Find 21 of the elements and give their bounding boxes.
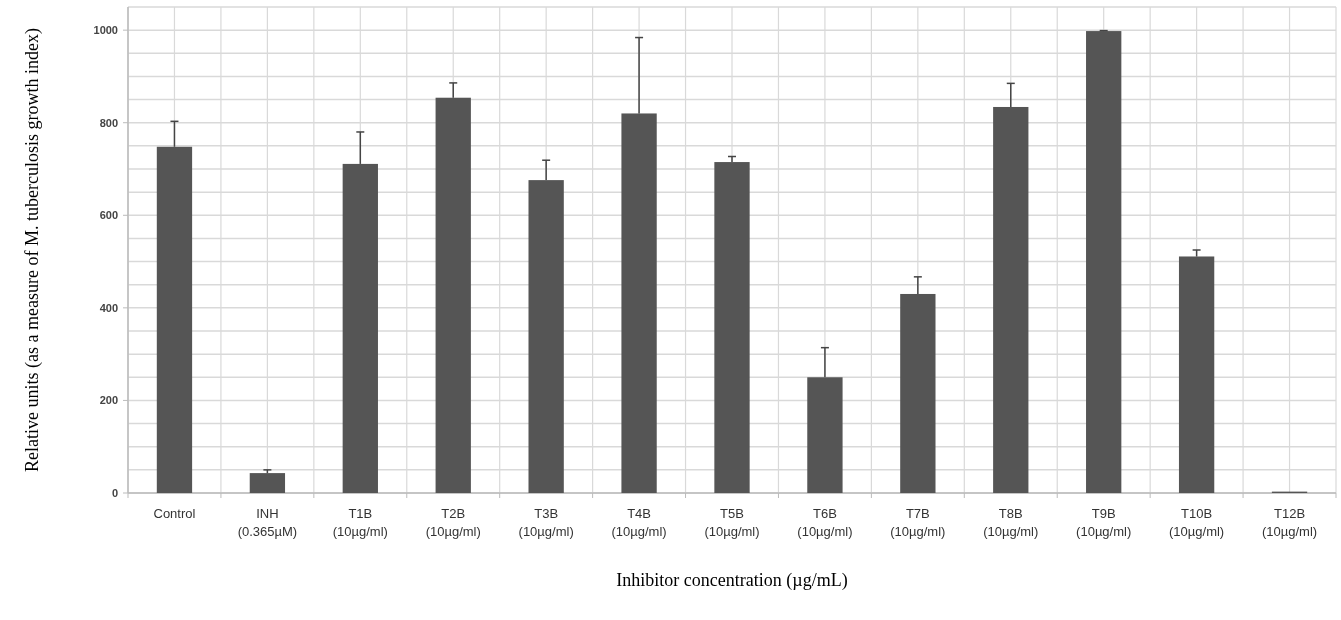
y-tick-label: 800 bbox=[99, 116, 118, 129]
x-tick-label: T9B (10µg/ml) bbox=[1076, 506, 1132, 539]
x-tick-label: T3B (10µg/ml) bbox=[518, 506, 574, 539]
x-tick-label: T6B (10µg/ml) bbox=[797, 506, 853, 539]
y-tick-label: 600 bbox=[99, 209, 118, 222]
x-tick-label: T12B (10µg/ml) bbox=[1261, 506, 1318, 539]
x-tick-label: T1B (10µg/ml) bbox=[332, 506, 388, 539]
x-tick-label: T8B (10µg/ml) bbox=[983, 506, 1039, 539]
y-axis-title: Relative units (as a measure of M. tuberculosis growth index) bbox=[22, 28, 43, 472]
x-tick-label: Control bbox=[153, 506, 196, 521]
y-tick-label: 200 bbox=[99, 394, 118, 407]
x-tick-label: T7B (10µg/ml) bbox=[890, 506, 946, 539]
x-tick-label: INH (0.365µM) bbox=[237, 506, 298, 539]
x-tick-label: T10B (10µg/ml) bbox=[1169, 506, 1225, 539]
y-tick-label: 1000 bbox=[93, 23, 118, 36]
x-axis-title: Inhibitor concentration (µg/mL) bbox=[616, 570, 848, 591]
x-tick-label: T5B (10µg/ml) bbox=[704, 506, 760, 539]
y-tick-label: 0 bbox=[111, 486, 118, 499]
x-tick-label: T4B (10µg/ml) bbox=[611, 506, 667, 539]
y-tick-label: 400 bbox=[99, 301, 118, 314]
x-tick-label: T2B (10µg/ml) bbox=[425, 506, 481, 539]
